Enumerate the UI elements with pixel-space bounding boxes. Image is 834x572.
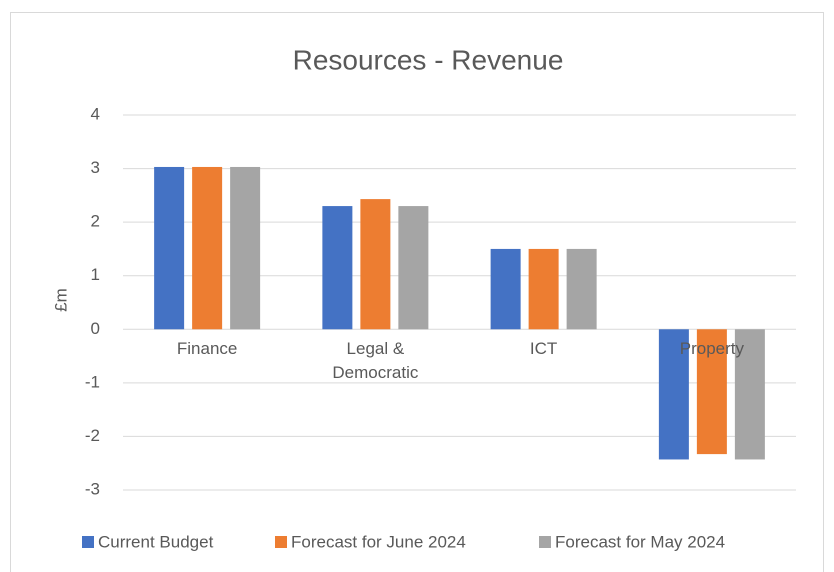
y-tick-label: 0 bbox=[91, 319, 100, 338]
y-tick-label: 1 bbox=[91, 265, 100, 284]
legend-swatch bbox=[275, 536, 287, 548]
bar bbox=[490, 248, 521, 330]
chart-border bbox=[10, 12, 824, 572]
bar bbox=[154, 166, 185, 330]
x-tick-label: Property bbox=[679, 339, 744, 359]
bar bbox=[322, 206, 353, 330]
bar bbox=[734, 329, 765, 460]
y-tick-label: 3 bbox=[91, 158, 100, 177]
y-tick-label: -1 bbox=[85, 372, 100, 391]
legend-label: Forecast for May 2024 bbox=[555, 532, 725, 551]
y-tick-label: 4 bbox=[91, 104, 100, 123]
bar bbox=[566, 248, 597, 330]
y-axis-label: £m bbox=[51, 288, 70, 312]
x-tick-label: Legal & Democratic bbox=[332, 339, 419, 383]
legend-label: Current Budget bbox=[98, 532, 214, 551]
chart-title: Resources - Revenue bbox=[293, 44, 564, 75]
bar bbox=[398, 206, 429, 330]
x-tick-label: Finance bbox=[176, 339, 238, 359]
legend-label: Forecast for June 2024 bbox=[291, 532, 466, 551]
legend-swatch bbox=[82, 536, 94, 548]
y-tick-label: -3 bbox=[85, 479, 100, 498]
bar bbox=[696, 329, 727, 455]
x-tick-label: ICT bbox=[529, 339, 558, 359]
bar bbox=[360, 199, 391, 330]
legend-swatch bbox=[539, 536, 551, 548]
y-tick-label: 2 bbox=[91, 212, 100, 231]
bar bbox=[528, 248, 559, 330]
bar bbox=[192, 166, 223, 330]
bar bbox=[658, 329, 689, 460]
y-tick-label: -2 bbox=[85, 426, 100, 445]
bar bbox=[230, 166, 261, 330]
